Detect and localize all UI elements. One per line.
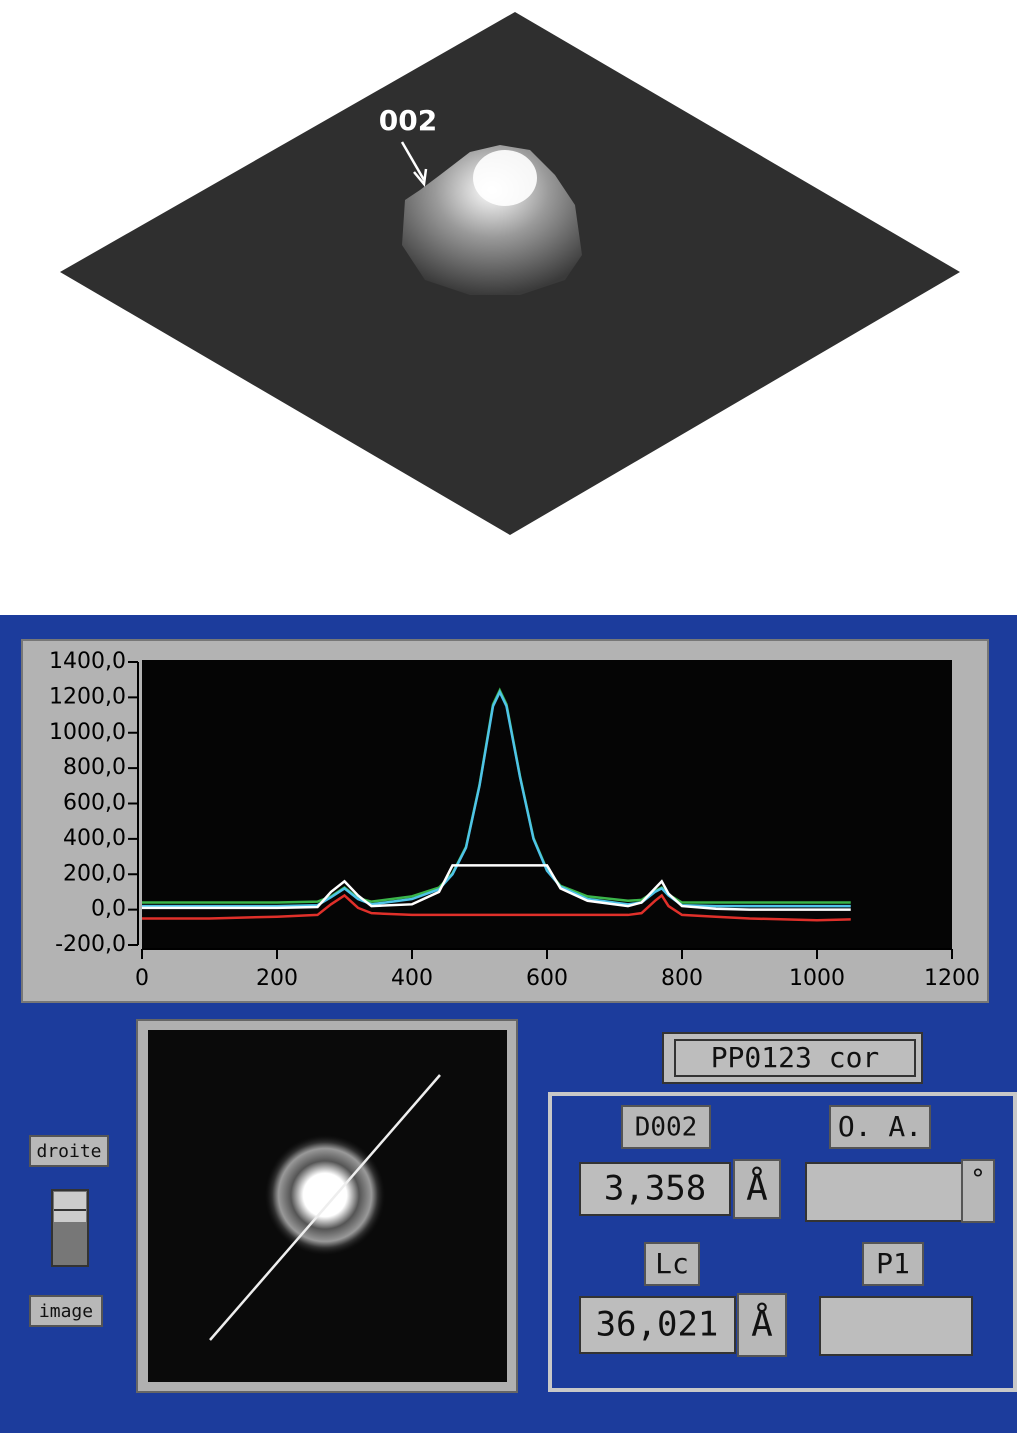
p1-button[interactable] <box>862 1242 924 1286</box>
y-tick-label: 800,0 <box>63 755 126 780</box>
y-tick-label: 1400,0 <box>49 649 126 674</box>
p1-field <box>819 1296 973 1356</box>
lc-button[interactable] <box>644 1242 700 1286</box>
peak-label: 002 <box>379 104 437 137</box>
d002-unit: Å <box>746 1166 768 1209</box>
profile-line <box>209 1074 441 1341</box>
oa-label: O. A. <box>838 1110 922 1143</box>
oa-unit-box <box>961 1159 995 1223</box>
y-tick-label: 200,0 <box>63 861 126 886</box>
peak-arrow-head <box>413 168 428 187</box>
x-tick-label: 400 <box>391 966 433 991</box>
y-tick-label: 0,0 <box>91 897 126 922</box>
y-tick-label: 400,0 <box>63 826 126 851</box>
chart: -200,0 0,0 200,0 400,0 600,0 800,0 1000,0 1200,… <box>49 649 980 991</box>
p1-label: P1 <box>876 1247 910 1280</box>
series-line <box>142 689 851 908</box>
x-tick-label: 1000 <box>789 966 845 991</box>
surface-peak-top <box>473 150 537 206</box>
x-tick-label: 600 <box>526 966 568 991</box>
d002-value: 3,358 <box>604 1169 706 1209</box>
oa-field <box>805 1162 963 1222</box>
toggle-knob <box>54 1192 86 1222</box>
y-tick-label: 1200,0 <box>49 684 126 709</box>
series-line <box>142 893 851 922</box>
peak-arrow <box>400 141 426 181</box>
y-tick-label: -200,0 <box>55 932 126 957</box>
oa-button[interactable] <box>829 1105 931 1149</box>
y-tick-label: 1000,0 <box>49 720 126 745</box>
lc-unit: Å <box>751 1302 773 1345</box>
d002-unit-box <box>733 1159 781 1219</box>
lc-unit-box <box>737 1293 787 1357</box>
oa-unit: ° <box>970 1165 986 1195</box>
file-name-box <box>662 1032 923 1084</box>
image-button[interactable] <box>29 1295 103 1327</box>
diffraction-ring <box>263 1133 387 1257</box>
droite-label: droite <box>36 1141 101 1162</box>
lc-label: Lc <box>655 1247 689 1280</box>
y-tick-label: 600,0 <box>63 791 126 816</box>
lc-value: 36,021 <box>596 1305 719 1345</box>
series-line <box>142 864 851 911</box>
d002-label: D002 <box>635 1113 698 1143</box>
lc-field <box>579 1296 736 1354</box>
results-panel <box>548 1092 1017 1392</box>
plot-area <box>142 660 952 948</box>
d002-field <box>579 1162 731 1216</box>
file-name-inner <box>674 1039 916 1077</box>
file-name: PP0123 cor <box>711 1041 880 1074</box>
d002-button[interactable] <box>621 1105 711 1149</box>
image-label: image <box>39 1301 93 1322</box>
surface-peak <box>402 145 582 295</box>
droite-button[interactable] <box>29 1135 109 1167</box>
x-tick-label: 200 <box>256 966 298 991</box>
x-tick-label: 1200 <box>924 966 980 991</box>
x-tick-label: 800 <box>661 966 703 991</box>
x-tick-label: 0 <box>135 966 149 991</box>
